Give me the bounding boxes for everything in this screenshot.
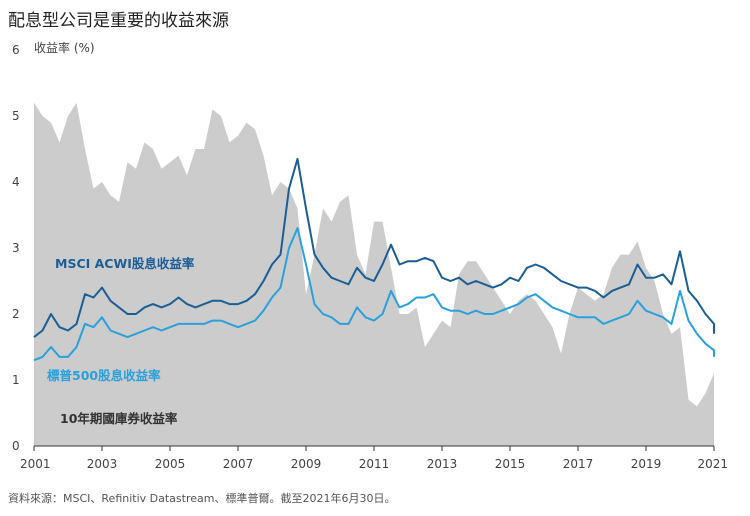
- x-tick-label: 2005: [155, 457, 186, 471]
- x-tick-label: 2009: [291, 457, 322, 471]
- x-tick-label: 2013: [427, 457, 458, 471]
- msci-acwi-yield-line: [33, 157, 715, 338]
- y-tick-label: 0: [12, 439, 20, 453]
- x-tick-label: 2017: [563, 457, 594, 471]
- sp500-yield-line: [33, 227, 715, 362]
- x-tick-label: 2007: [223, 457, 254, 471]
- series-label-msci: MSCI ACWI股息收益率: [55, 256, 195, 271]
- area-layer: [34, 102, 714, 447]
- x-tick-label: 2003: [87, 457, 118, 471]
- y-tick-label: 3: [12, 241, 20, 255]
- y-tick-label: 2: [12, 307, 20, 321]
- series-label-sp500: 標普500股息收益率: [47, 368, 161, 383]
- y-tick-label: 1: [12, 373, 20, 387]
- x-tick-label: 2011: [359, 457, 390, 471]
- series-label-treasury: 10年期國庫券收益率: [60, 411, 178, 426]
- x-tick-label: 2001: [20, 457, 51, 471]
- source-note: 資料來源：MSCI、Refinitiv Datastream、標準普爾。截至20…: [8, 492, 396, 505]
- chart-title: 配息型公司是重要的收益來源: [8, 11, 229, 31]
- x-tick-label: 2021: [697, 457, 728, 471]
- treasury-yield-area: [34, 102, 714, 447]
- y-tick-label: 6: [12, 43, 20, 57]
- y-tick-label: 4: [12, 175, 20, 189]
- x-tick-label: 2019: [631, 457, 662, 471]
- axis-layer: 0 1 2 3 4 5 6 2001 2003 2005 2007 2009 2011 2013 2015 2…: [12, 43, 728, 471]
- x-tick-label: 2015: [495, 457, 526, 471]
- line-layer: [33, 157, 715, 362]
- y-axis-label: 收益率 (%): [34, 40, 95, 55]
- y-tick-label: 5: [12, 109, 20, 123]
